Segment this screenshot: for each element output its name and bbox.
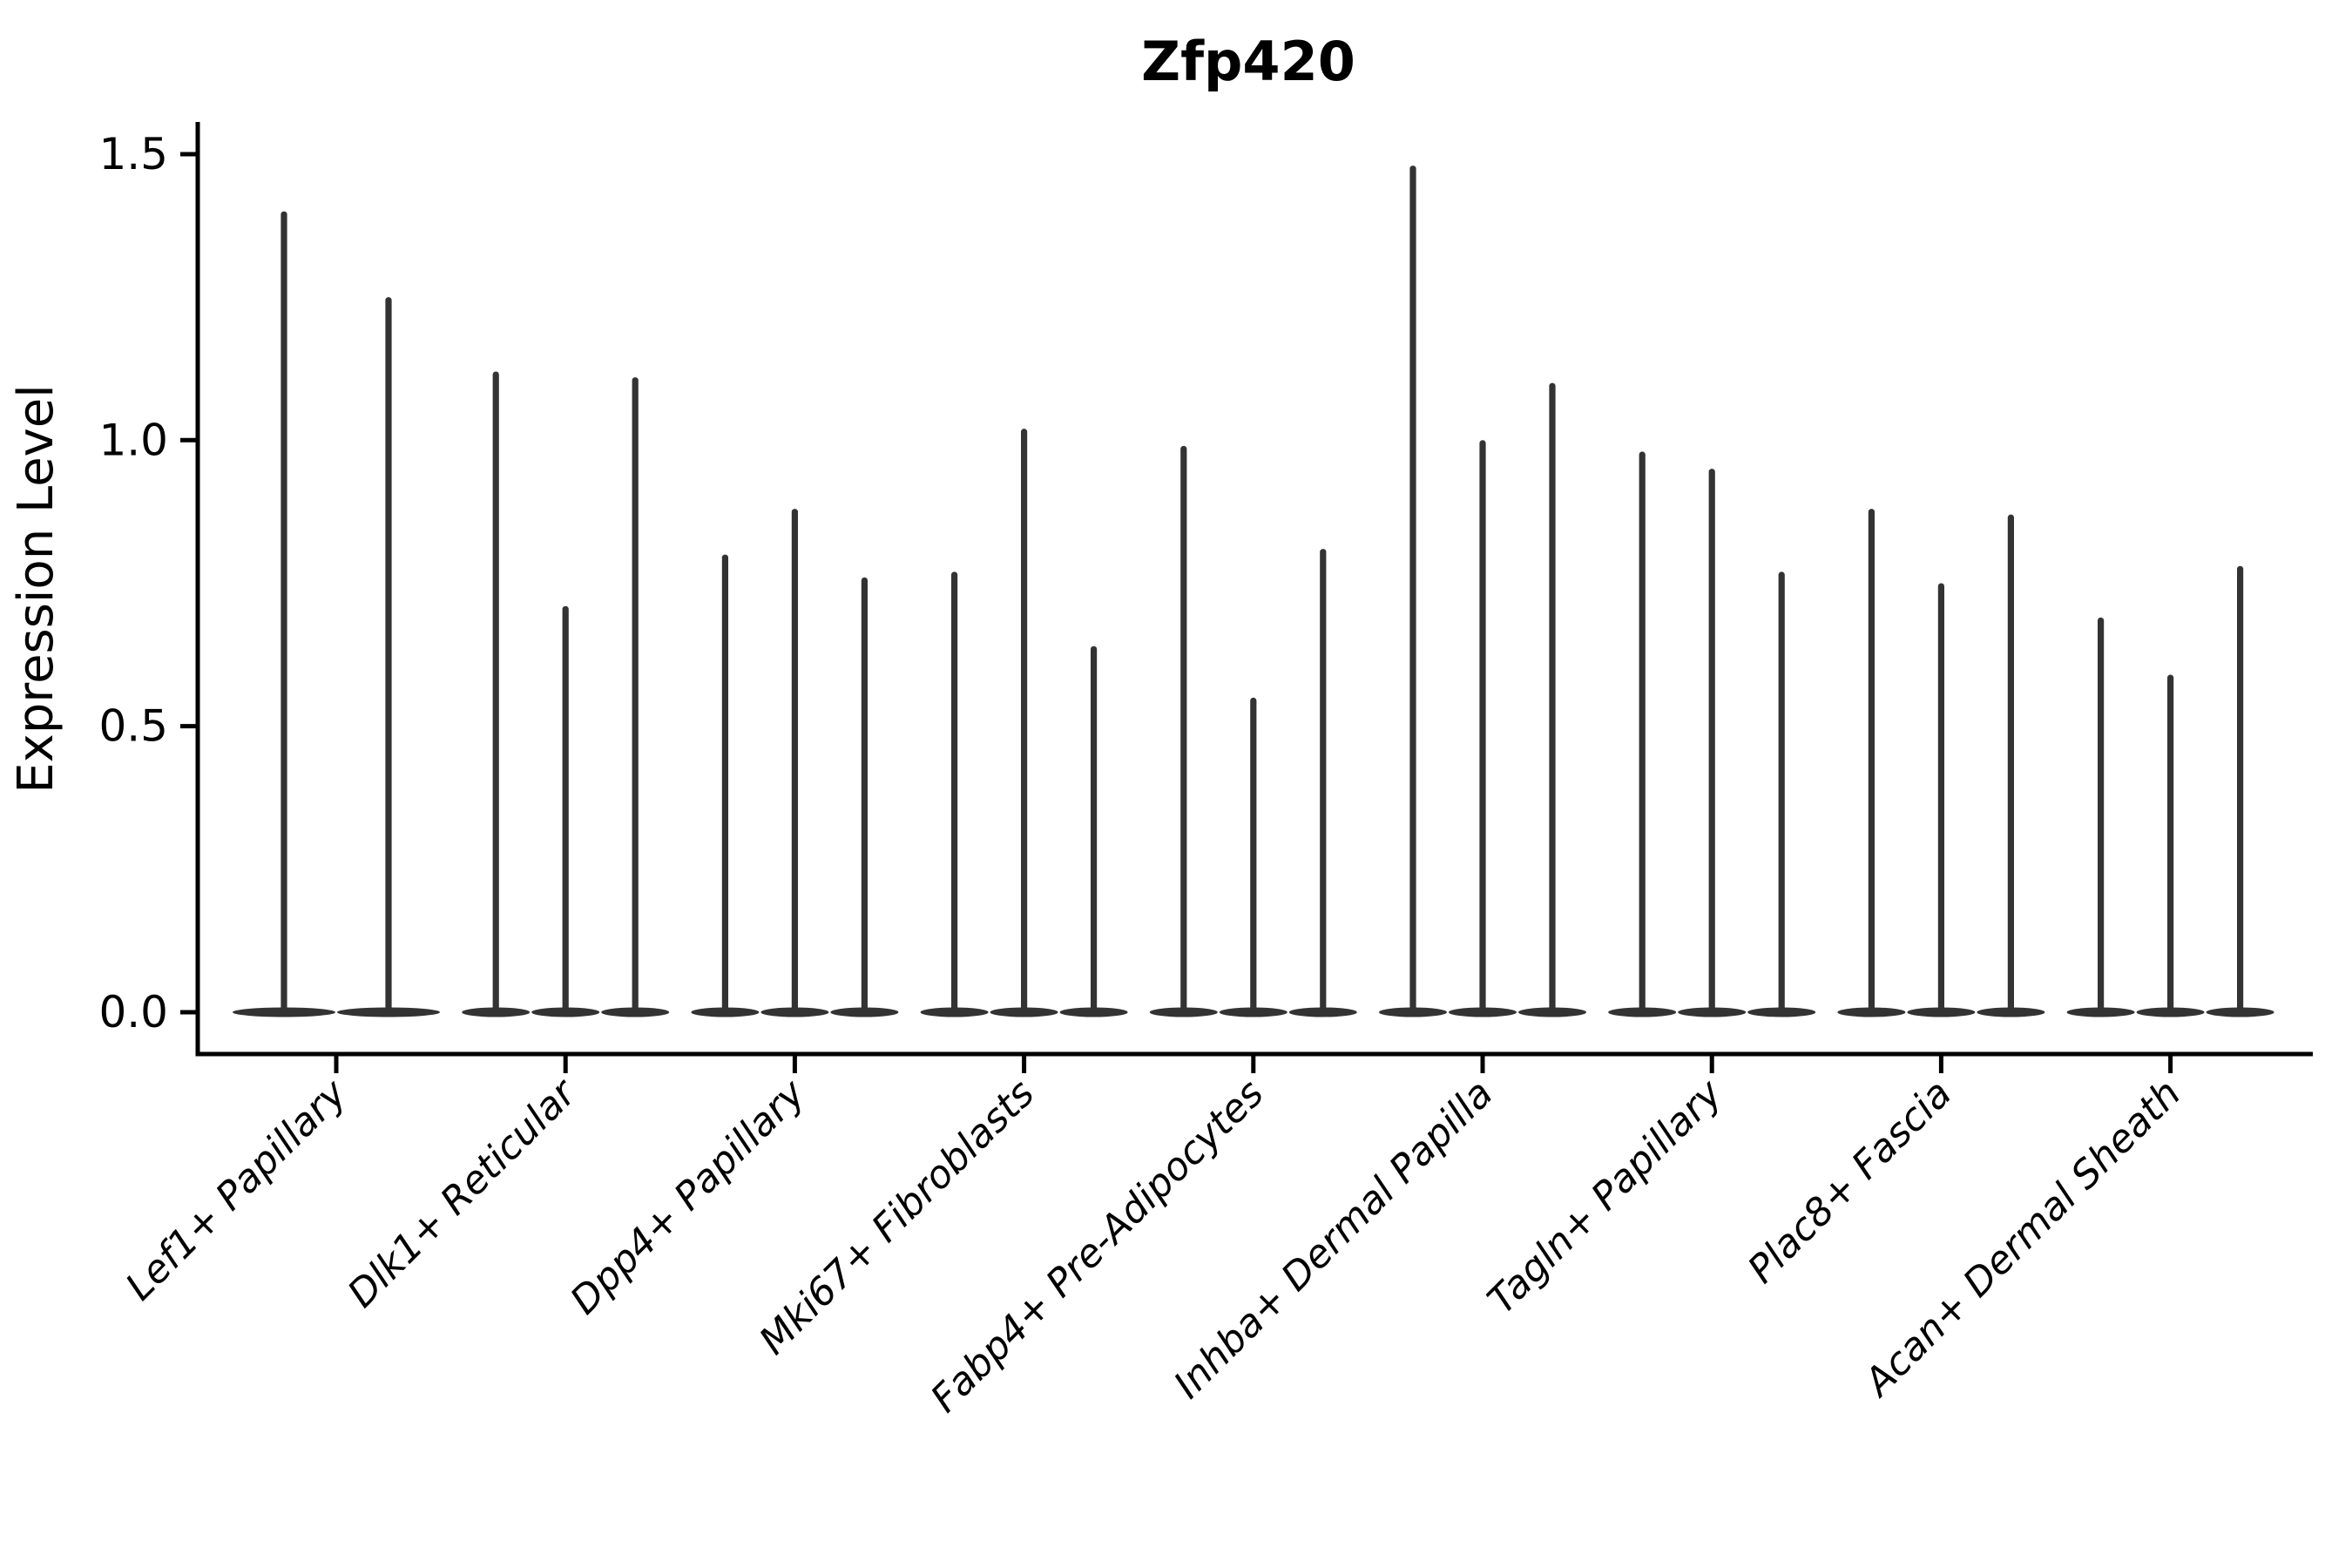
violin <box>1678 469 1747 1017</box>
violin <box>337 297 440 1017</box>
violin-spike <box>562 605 569 1015</box>
violin <box>830 577 899 1017</box>
violin <box>990 429 1058 1017</box>
violin <box>2136 674 2205 1017</box>
violin <box>1747 571 1816 1017</box>
violin-spike <box>2167 674 2174 1015</box>
chart-title: Zfp420 <box>1141 30 1355 93</box>
violin <box>1059 645 1128 1017</box>
violin-spike <box>2007 514 2014 1015</box>
y-tick-label: 1.0 <box>98 415 168 465</box>
y-tick-label: 0.0 <box>98 987 168 1037</box>
violin <box>1219 697 1288 1017</box>
violin-spike <box>1091 645 1098 1015</box>
violin-spike <box>2098 617 2105 1015</box>
violin-spike <box>1937 583 1944 1015</box>
x-tick-label: Dpp4+ Papillary <box>562 1071 814 1323</box>
y-axis-label: Expression Level <box>8 384 64 794</box>
violin-series <box>233 166 2274 1017</box>
violin-spike <box>1409 166 1416 1016</box>
violin <box>1907 583 1976 1017</box>
violin <box>1518 382 1586 1017</box>
violin-spike <box>1250 697 1257 1015</box>
violin-spike <box>492 371 499 1016</box>
violin-spike <box>951 571 958 1015</box>
violin-spike <box>1320 549 1327 1015</box>
violin <box>691 554 760 1017</box>
y-tick-label: 1.5 <box>98 129 168 179</box>
violin-spike <box>1778 571 1785 1015</box>
violin-spike <box>385 297 392 1015</box>
violin <box>1977 514 2045 1017</box>
violin <box>2206 565 2274 1017</box>
x-tick-label: Tagln+ Papillary <box>1479 1071 1731 1322</box>
violin-spike <box>2237 565 2244 1015</box>
violin <box>920 571 989 1017</box>
violin-spike <box>280 211 287 1015</box>
violin <box>233 211 335 1017</box>
violin <box>1608 451 1677 1017</box>
violin <box>1449 440 1517 1017</box>
violin <box>760 509 829 1017</box>
violin-spike <box>632 377 639 1015</box>
violin <box>2066 617 2135 1017</box>
violin-spike <box>1180 445 1187 1015</box>
violin-spike <box>1021 429 1028 1015</box>
violin-spike <box>1479 440 1486 1015</box>
violin-spike <box>791 509 798 1015</box>
violin-spike <box>1639 451 1646 1015</box>
violin <box>1149 445 1218 1017</box>
violin <box>1288 549 1357 1017</box>
violin <box>462 371 531 1017</box>
y-tick-label: 0.5 <box>98 701 168 752</box>
violin-spike <box>721 554 728 1015</box>
violin <box>601 377 670 1017</box>
violin-spike <box>1868 509 1875 1015</box>
violin-spike <box>1708 469 1715 1015</box>
x-tick-label: Dlk1+ Reticular <box>340 1070 586 1316</box>
violin <box>1379 166 1447 1017</box>
violin-spike <box>861 577 868 1015</box>
violin <box>1837 509 1906 1017</box>
x-tick-label: Plac8+ Fascia <box>1740 1071 1960 1292</box>
violin <box>531 605 600 1017</box>
x-tick-label: Lef1+ Papillary <box>118 1071 356 1309</box>
violin-spike <box>1549 382 1556 1015</box>
